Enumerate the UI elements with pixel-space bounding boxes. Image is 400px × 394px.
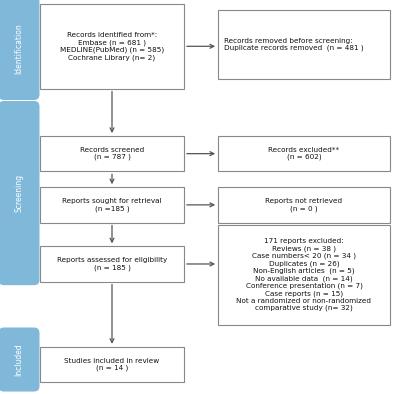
FancyBboxPatch shape: [40, 187, 184, 223]
Text: Reports assessed for eligibility
(n = 185 ): Reports assessed for eligibility (n = 18…: [57, 257, 167, 271]
FancyBboxPatch shape: [218, 136, 390, 171]
FancyBboxPatch shape: [40, 136, 184, 171]
Text: Included: Included: [14, 343, 24, 376]
Text: Records excluded**
(n = 602): Records excluded** (n = 602): [268, 147, 340, 160]
Text: 171 reports excluded:
Reviews (n = 38 )
Case numbers< 20 (n = 34 )
Duplicates (n: 171 reports excluded: Reviews (n = 38 ) …: [236, 238, 372, 311]
FancyBboxPatch shape: [218, 10, 390, 79]
Text: Screening: Screening: [14, 174, 24, 212]
FancyBboxPatch shape: [40, 246, 184, 282]
FancyBboxPatch shape: [0, 328, 39, 391]
FancyBboxPatch shape: [218, 187, 390, 223]
FancyBboxPatch shape: [0, 0, 39, 99]
FancyBboxPatch shape: [40, 347, 184, 382]
FancyBboxPatch shape: [40, 4, 184, 89]
Text: Records removed before screening:
Duplicate records removed  (n = 481 ): Records removed before screening: Duplic…: [224, 37, 364, 51]
Text: Records identified from*:
Embase (n = 681 )
MEDLINE(PubMed) (n = 585)
Cochrane L: Records identified from*: Embase (n = 68…: [60, 32, 164, 61]
Text: Records screened
(n = 787 ): Records screened (n = 787 ): [80, 147, 144, 160]
FancyBboxPatch shape: [218, 225, 390, 325]
FancyBboxPatch shape: [0, 102, 39, 284]
Text: Reports not retrieved
(n = 0 ): Reports not retrieved (n = 0 ): [266, 198, 342, 212]
Text: Reports sought for retrieval
(n =185 ): Reports sought for retrieval (n =185 ): [62, 198, 162, 212]
Text: Identification: Identification: [14, 23, 24, 74]
Text: Studies included in review
(n = 14 ): Studies included in review (n = 14 ): [64, 358, 160, 371]
